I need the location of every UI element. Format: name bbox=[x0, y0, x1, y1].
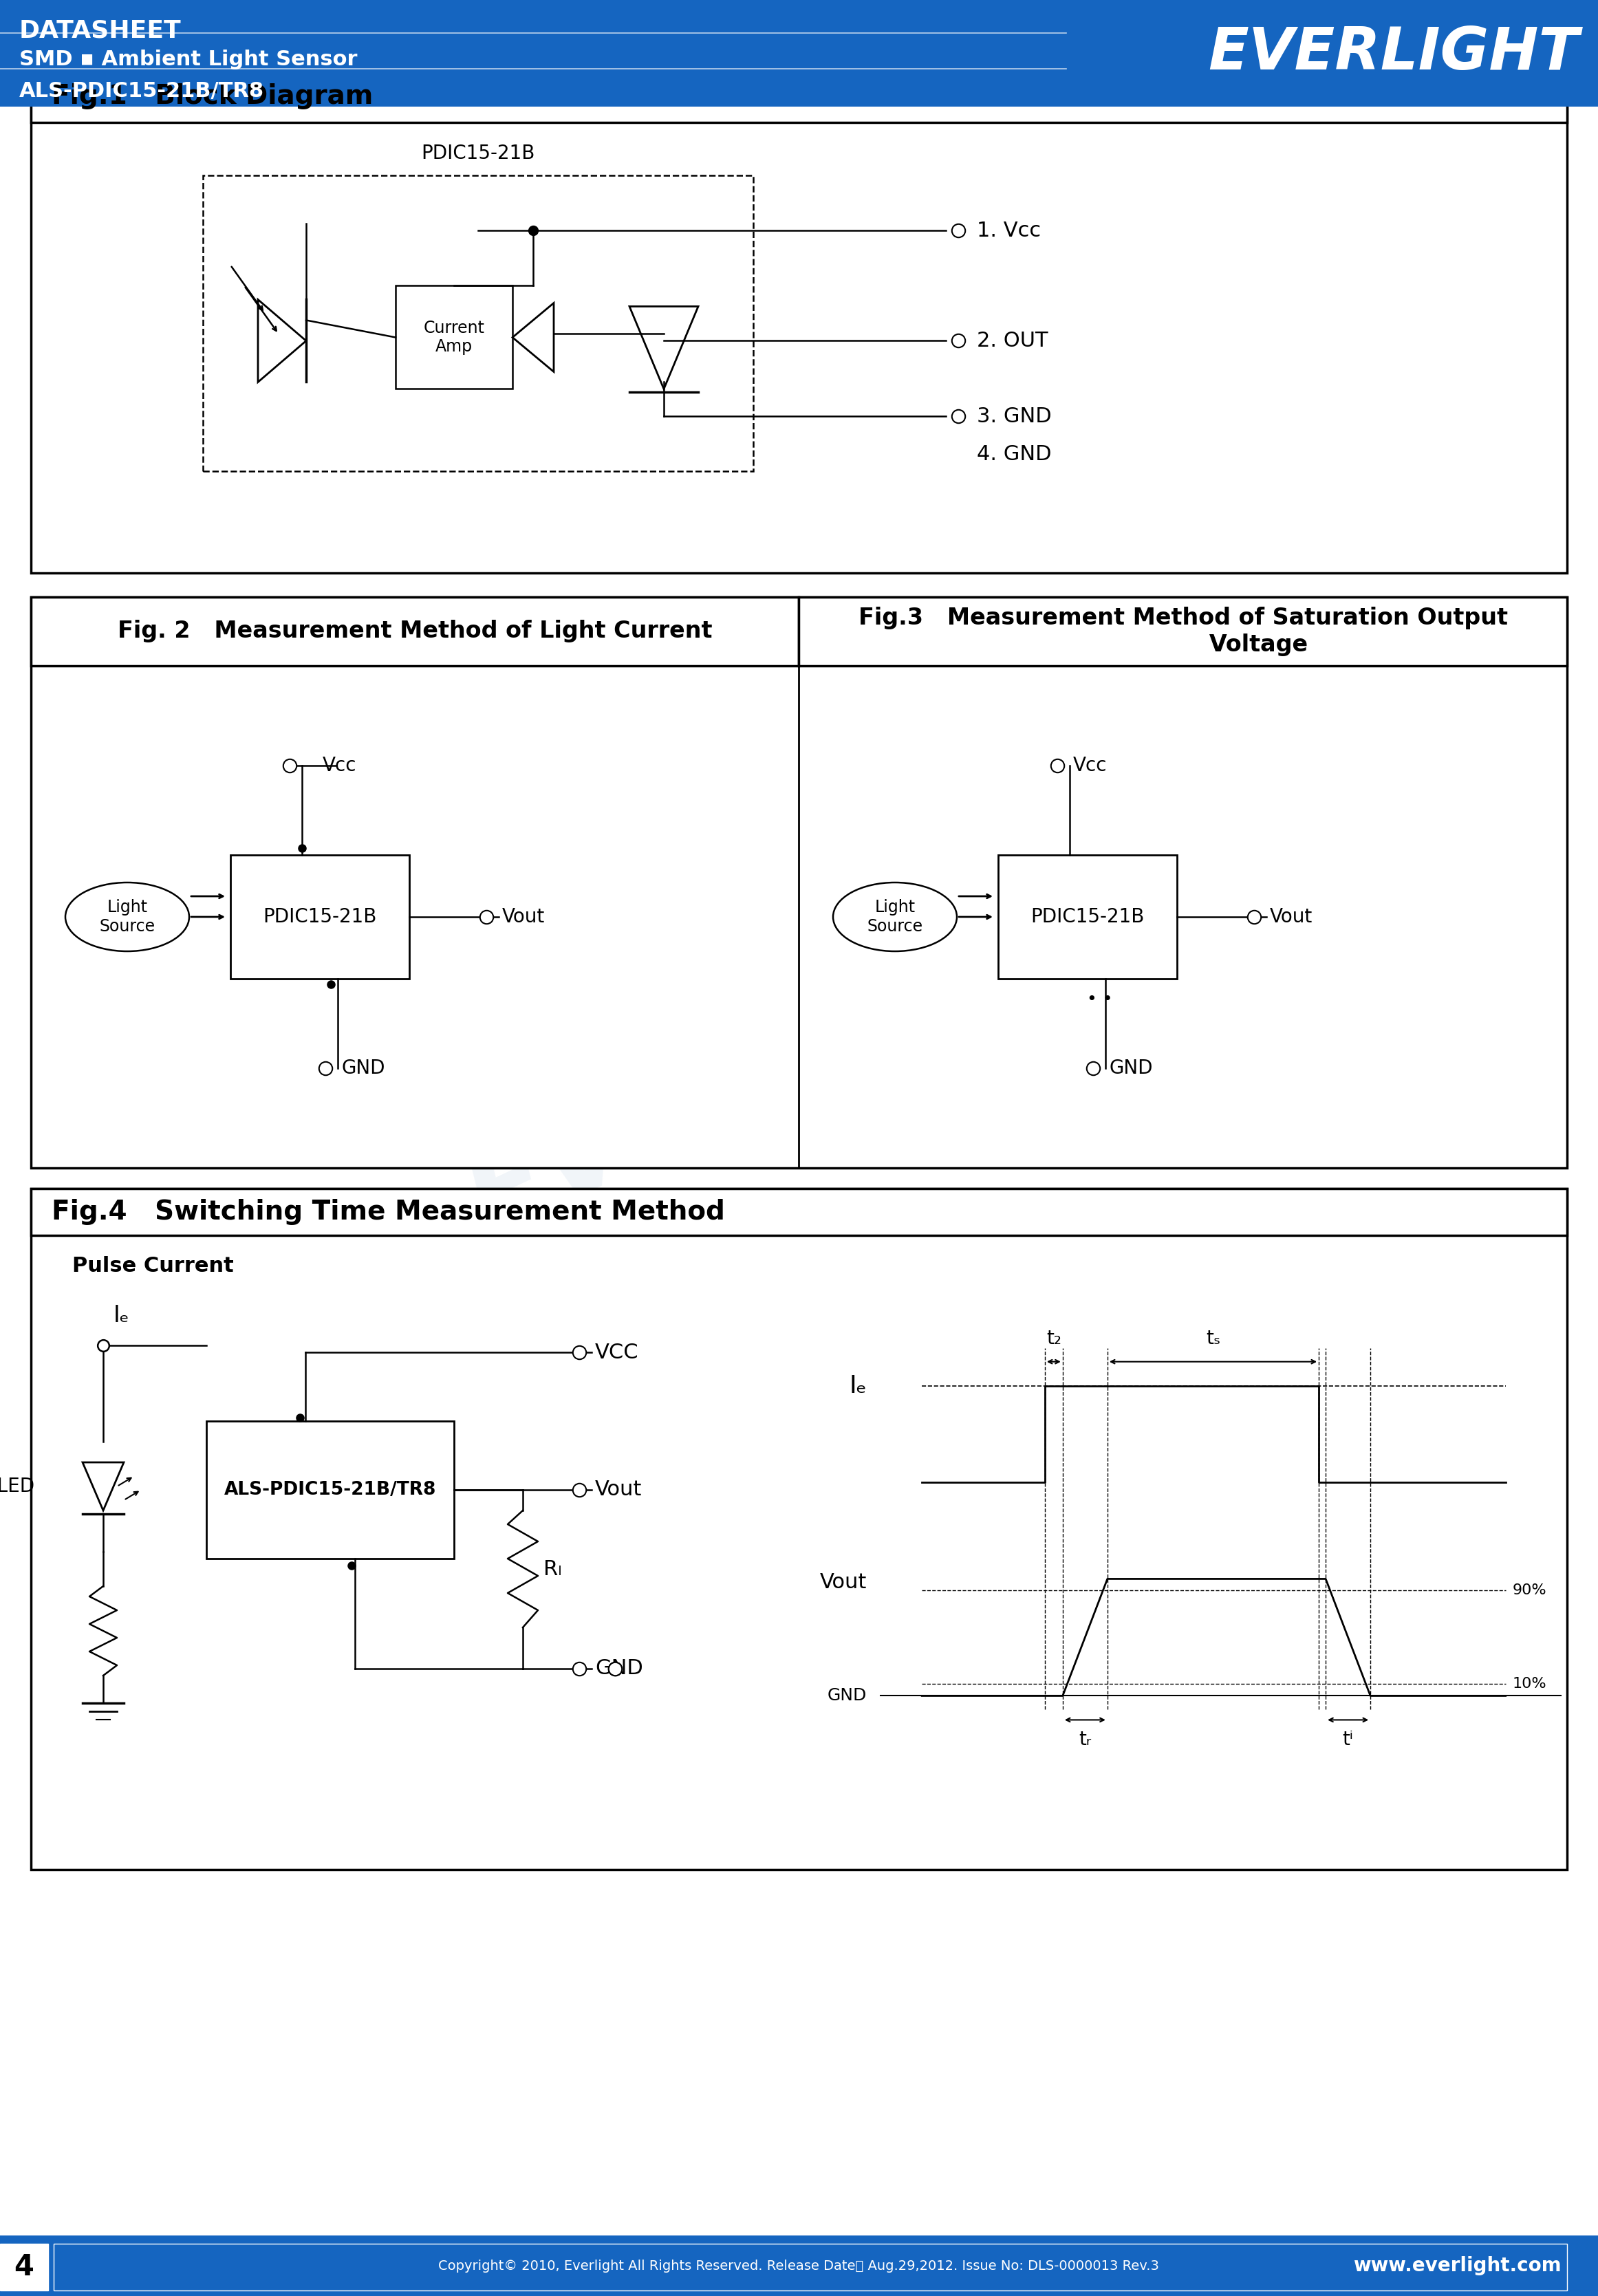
Text: Vout: Vout bbox=[502, 907, 545, 928]
Text: GND: GND bbox=[1109, 1058, 1152, 1077]
Text: tₛ: tₛ bbox=[1206, 1329, 1221, 1348]
Text: PDIC15-21B: PDIC15-21B bbox=[264, 907, 377, 928]
Text: Vout: Vout bbox=[820, 1573, 866, 1593]
Bar bbox=[396, 285, 513, 388]
Text: EVERLIGHT: EVERLIGHT bbox=[508, 1508, 1090, 1846]
Text: DATASHEET: DATASHEET bbox=[19, 18, 182, 44]
Text: GND: GND bbox=[594, 1658, 642, 1678]
Bar bbox=[0, 2236, 1598, 2296]
Bar bbox=[30, 597, 799, 666]
Text: 10%: 10% bbox=[1512, 1678, 1547, 1692]
Text: 2. OUT: 2. OUT bbox=[976, 331, 1048, 351]
Text: tⁱ: tⁱ bbox=[1342, 1731, 1354, 1750]
Bar bbox=[30, 71, 1568, 122]
Bar bbox=[230, 854, 409, 978]
Text: VCC: VCC bbox=[594, 1343, 639, 1362]
Bar bbox=[30, 1189, 1568, 1235]
Text: Vcc: Vcc bbox=[1074, 755, 1107, 776]
Text: www.everlight.com: www.everlight.com bbox=[1354, 2257, 1561, 2275]
Bar bbox=[30, 597, 1568, 1169]
Text: Vout: Vout bbox=[1270, 907, 1312, 928]
Bar bbox=[30, 71, 1568, 574]
Ellipse shape bbox=[833, 882, 957, 951]
Bar bbox=[206, 1421, 454, 1559]
Text: 4. GND: 4. GND bbox=[976, 445, 1051, 464]
Text: SMD ▪ Ambient Light Sensor: SMD ▪ Ambient Light Sensor bbox=[19, 51, 358, 69]
Text: Rₗ: Rₗ bbox=[543, 1559, 561, 1580]
Text: Iₑ: Iₑ bbox=[849, 1373, 866, 1398]
Text: ALS-PDIC15-21B/TR8: ALS-PDIC15-21B/TR8 bbox=[224, 1481, 436, 1499]
Text: t₂: t₂ bbox=[1047, 1329, 1061, 1348]
Bar bbox=[203, 177, 753, 471]
Text: Light
Source: Light Source bbox=[99, 900, 155, 934]
Text: • •: • • bbox=[1087, 992, 1112, 1008]
Text: EVERLIGHT: EVERLIGHT bbox=[449, 856, 1147, 1261]
Text: 1. Vcc: 1. Vcc bbox=[976, 220, 1040, 241]
Bar bbox=[30, 1189, 1568, 1869]
Ellipse shape bbox=[66, 882, 189, 951]
Text: Current
Amp: Current Amp bbox=[423, 319, 484, 356]
Text: GND: GND bbox=[342, 1058, 385, 1077]
Text: Iₑ: Iₑ bbox=[113, 1304, 129, 1327]
Text: Fig.4   Switching Time Measurement Method: Fig.4 Switching Time Measurement Method bbox=[51, 1199, 725, 1226]
Text: 4: 4 bbox=[14, 2252, 34, 2282]
Text: Fig. 2   Measurement Method of Light Current: Fig. 2 Measurement Method of Light Curre… bbox=[118, 620, 713, 643]
Text: Fig.1   Block Diagram: Fig.1 Block Diagram bbox=[51, 83, 372, 110]
Bar bbox=[0, 2243, 48, 2291]
Text: Copyright© 2010, Everlight All Rights Reserved. Release Date： Aug.29,2012. Issue: Copyright© 2010, Everlight All Rights Re… bbox=[438, 2259, 1159, 2273]
Text: tᵣ: tᵣ bbox=[1079, 1731, 1091, 1750]
Text: 90%: 90% bbox=[1512, 1584, 1547, 1598]
Text: Vout: Vout bbox=[594, 1481, 642, 1499]
Text: 3. GND: 3. GND bbox=[976, 406, 1051, 427]
Text: EVERLIGHT: EVERLIGHT bbox=[1208, 25, 1579, 83]
Bar bbox=[54, 2243, 1568, 2291]
Text: PDIC15-21B: PDIC15-21B bbox=[422, 145, 535, 163]
Bar bbox=[999, 854, 1178, 978]
Text: Vcc: Vcc bbox=[323, 755, 356, 776]
Text: PDIC15-21B: PDIC15-21B bbox=[1031, 907, 1144, 928]
Text: Fig.3   Measurement Method of Saturation Output
                   Voltage: Fig.3 Measurement Method of Saturation O… bbox=[858, 606, 1507, 657]
Text: Light
Source: Light Source bbox=[868, 900, 924, 934]
Bar bbox=[0, 0, 1598, 106]
Text: ALS-PDIC15-21B/TR8: ALS-PDIC15-21B/TR8 bbox=[19, 80, 264, 101]
Bar bbox=[799, 597, 1568, 666]
Text: GND: GND bbox=[828, 1688, 866, 1704]
Text: White LED: White LED bbox=[0, 1476, 35, 1497]
Text: Pulse Current: Pulse Current bbox=[72, 1256, 233, 1277]
